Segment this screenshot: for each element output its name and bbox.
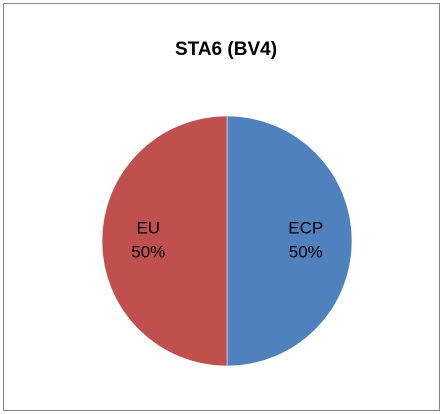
slice-label: ECP bbox=[288, 218, 323, 237]
slice-value-label: 50% bbox=[289, 242, 323, 261]
pie-slice bbox=[101, 115, 228, 367]
chart-title: STA6 (BV4) bbox=[175, 39, 277, 60]
slice-label: EU bbox=[136, 218, 160, 237]
slice-value-label: 50% bbox=[131, 242, 165, 261]
pie-slice bbox=[226, 115, 353, 367]
